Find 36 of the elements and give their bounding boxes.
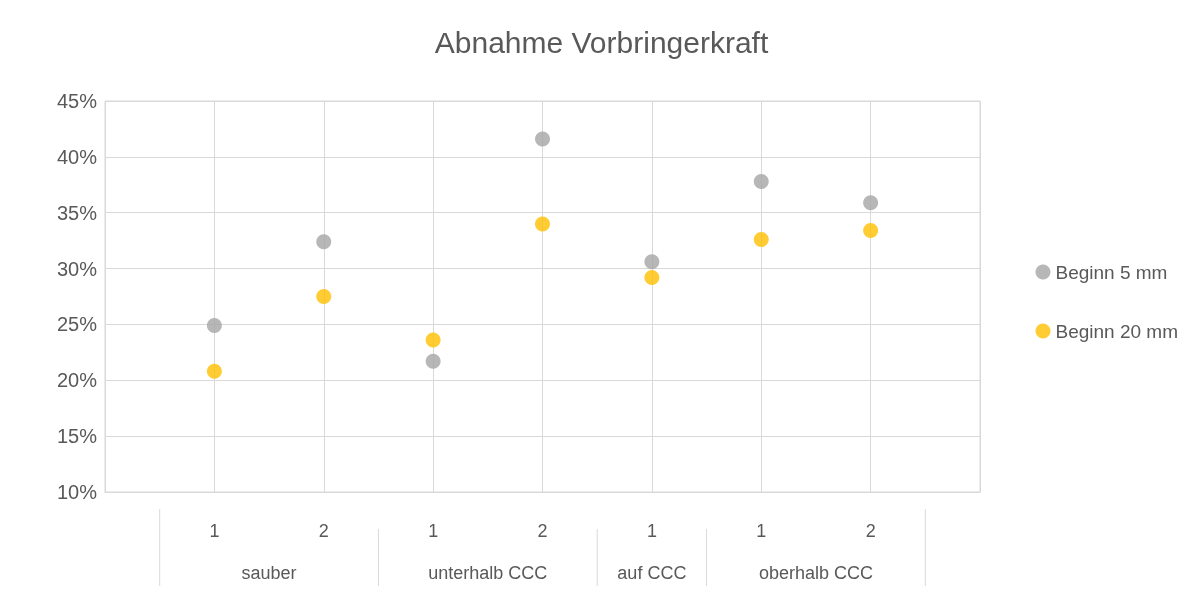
y-tick-label: 40% <box>56 145 98 168</box>
x-tick-label: 2 <box>318 521 329 541</box>
y-tick-label: 15% <box>56 425 98 448</box>
y-tick-label: 35% <box>56 201 98 224</box>
x-tick-label: 2 <box>537 521 548 541</box>
point <box>863 223 879 239</box>
y-tick-label: 25% <box>56 313 98 336</box>
point <box>535 216 550 232</box>
x-tick-label: 1 <box>428 521 439 541</box>
x-tick-label: 1 <box>646 521 657 541</box>
chart-title: Abnahme Vorbringerkraft <box>434 25 769 59</box>
point <box>644 254 660 270</box>
point <box>206 363 222 379</box>
point <box>753 232 769 248</box>
legend-label: Beginn 5 mm <box>1055 261 1168 283</box>
point <box>425 332 441 348</box>
text: sauber <box>241 563 297 583</box>
point <box>644 270 660 285</box>
point <box>316 289 332 304</box>
y-tick-label: 10% <box>56 481 98 503</box>
point <box>535 131 550 147</box>
text: oberhalb CCC <box>758 563 873 583</box>
y-tick-label: 20% <box>56 369 98 392</box>
legend-label: Beginn 20 mm <box>1055 320 1179 342</box>
y-tick-label: 30% <box>56 257 98 280</box>
x-tick-label: 2 <box>865 521 876 541</box>
text: auf CCC <box>617 563 687 583</box>
text: unterhalb CCC <box>428 563 548 583</box>
point <box>316 234 332 250</box>
x-tick-label: 1 <box>209 521 220 541</box>
point <box>206 318 222 334</box>
x-tick-label: 1 <box>756 521 767 541</box>
point <box>753 173 769 189</box>
point <box>863 195 879 211</box>
y-tick-label: 45% <box>56 90 98 112</box>
point <box>425 353 441 369</box>
